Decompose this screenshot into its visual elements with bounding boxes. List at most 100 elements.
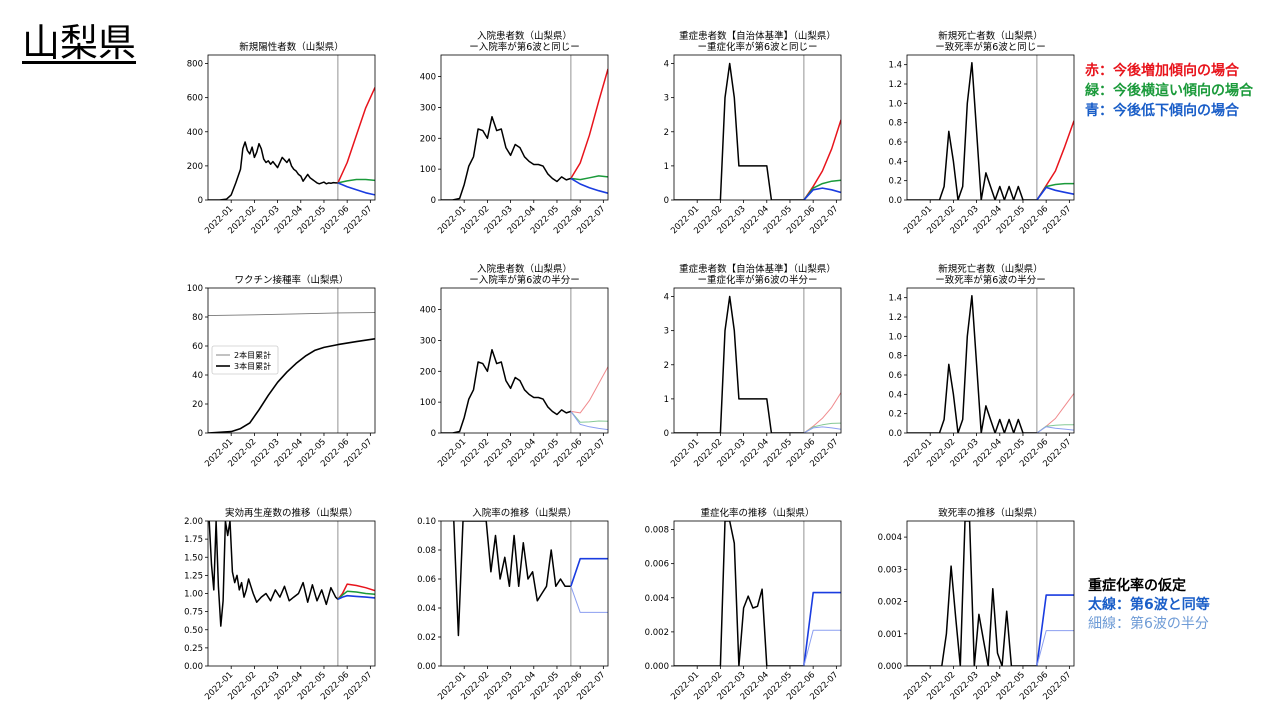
- y-tick-label: 0.25: [184, 644, 203, 654]
- y-tick-label: 0.2: [888, 177, 902, 187]
- chart-title: 重症患者数【自治体基準】（山梨県）: [679, 30, 836, 42]
- y-tick-label: 3: [664, 327, 669, 337]
- chart-title: 重症化率の推移（山梨県）: [700, 507, 814, 519]
- plot-frame: [207, 287, 376, 434]
- legend-red-scenario: 赤：今後増加傾向の場合: [1085, 63, 1239, 79]
- series-red-thin: [1036, 393, 1074, 433]
- series-dose3: [208, 338, 375, 433]
- y-tick-label: 0.08: [417, 546, 436, 556]
- plot-frame: [906, 520, 1075, 667]
- chart-vaccination: ワクチン接種率（山梨県）0204060801002022-012022-0220…: [187, 274, 376, 469]
- series-blue-thin: [803, 629, 841, 666]
- chart-title: 新規死亡者数（山梨県）: [938, 263, 1043, 275]
- series-blue: [337, 182, 375, 196]
- legend-label: 3本目累計: [234, 361, 271, 371]
- y-tick-label: 0.003: [878, 565, 902, 575]
- chart-severe-rate: 重症化率の推移（山梨県）0.0000.0020.0040.0060.008202…: [645, 507, 842, 702]
- y-tick-label: 1.50: [184, 553, 203, 563]
- chart-title: 入院患者数（山梨県）: [477, 263, 572, 275]
- series-blue-thin: [570, 411, 608, 431]
- series-red: [337, 583, 375, 600]
- y-tick-label: 0.75: [184, 608, 203, 618]
- series-observed: [441, 348, 572, 433]
- legend-green-scenario: 緑：今後横這い傾向の場合: [1085, 83, 1253, 99]
- y-tick-label: 0.002: [878, 598, 902, 608]
- y-tick-label: 0.6: [888, 371, 902, 381]
- chart-title: ワクチン接種率（山梨県）: [234, 274, 348, 286]
- chart-title: ー致死率が第6波と同じー: [935, 41, 1046, 53]
- legend-box: [211, 345, 279, 375]
- y-tick-label: 60: [192, 342, 203, 352]
- plot-frame: [906, 287, 1075, 434]
- y-tick-label: 100: [420, 165, 436, 175]
- y-tick-label: 0: [198, 196, 203, 206]
- y-tick-label: 0.04: [417, 604, 436, 614]
- plot-frame: [440, 520, 609, 667]
- y-tick-label: 800: [187, 60, 203, 70]
- y-tick-label: 2.00: [184, 517, 203, 527]
- y-tick-label: 40: [192, 371, 203, 381]
- chart-title: 新規死亡者数（山梨県）: [938, 30, 1043, 42]
- y-tick-label: 1.4: [888, 294, 902, 304]
- y-tick-label: 0.2: [888, 410, 902, 420]
- series-observed: [674, 521, 804, 666]
- plot-frame: [440, 287, 609, 434]
- chart-title: ー入院率が第6波の半分ー: [469, 274, 580, 286]
- series-blue: [570, 177, 608, 194]
- y-tick-label: 400: [187, 128, 203, 138]
- plot-frame: [906, 54, 1075, 201]
- y-tick-label: 0.00: [417, 662, 436, 672]
- y-tick-label: 0.02: [417, 633, 436, 643]
- series-red: [1036, 120, 1074, 200]
- legend-label: 2本目累計: [234, 350, 271, 360]
- series-dose2: [208, 312, 375, 317]
- series-observed: [441, 115, 572, 200]
- assumption-title: 重症化率の仮定: [1088, 578, 1186, 594]
- y-tick-label: 4: [664, 293, 669, 303]
- y-tick-label: 0: [431, 196, 436, 206]
- y-tick-label: 1.0: [888, 332, 902, 342]
- chart-title: ー重症化率が第6波の半分ー: [697, 274, 817, 286]
- series-observed: [907, 521, 1037, 666]
- chart-deaths-same: 新規死亡者数（山梨県）ー致死率が第6波と同じー 0.0 0.2 0.4 0.6 0.8 1.…: [888, 30, 1075, 236]
- y-tick-label: 2: [664, 128, 669, 138]
- series-red: [570, 68, 608, 179]
- y-tick-label: 0: [198, 429, 203, 439]
- page-title: 山梨県: [22, 21, 137, 65]
- y-tick-label: 0.8: [888, 352, 902, 362]
- y-tick-label: 400: [420, 306, 436, 316]
- chart-title: 実効再生産数の推移（山梨県）: [225, 507, 358, 519]
- chart-inpatients-half: 入院患者数（山梨県）ー入院率が第6波の半分ー01002003004002022-…: [420, 263, 609, 469]
- assumption-thick: 太線：第6波と同等: [1088, 597, 1210, 613]
- y-tick-label: 400: [420, 73, 436, 83]
- y-tick-label: 0: [431, 429, 436, 439]
- series-observed: [674, 62, 804, 200]
- chart-title: 致死率の推移（山梨県）: [938, 507, 1043, 519]
- y-tick-label: 1.4: [888, 61, 902, 71]
- y-tick-label: 100: [187, 284, 203, 294]
- series-blue-thin: [1036, 426, 1074, 433]
- series-green: [337, 590, 375, 600]
- y-tick-label: 0.004: [645, 594, 669, 604]
- y-tick-label: 200: [420, 134, 436, 144]
- series-red: [337, 87, 375, 184]
- y-tick-label: 20: [192, 400, 203, 410]
- chart-new-cases: 新規陽性者数（山梨県）02004006008002022-012022-0220…: [187, 41, 376, 236]
- y-tick-label: 1.2: [888, 313, 902, 323]
- y-tick-label: 1: [664, 395, 669, 405]
- series-observed: [907, 61, 1037, 200]
- series-observed: [208, 521, 339, 627]
- plot-frame: [207, 54, 376, 201]
- y-tick-label: 200: [420, 367, 436, 377]
- plot-frame: [207, 520, 376, 667]
- plot-frame: [673, 520, 842, 667]
- series-blue-thin: [1036, 630, 1074, 666]
- series-green: [570, 175, 608, 181]
- y-tick-label: 1.25: [184, 571, 203, 581]
- y-tick-label: 0.002: [645, 628, 669, 638]
- y-tick-label: 0.50: [184, 626, 203, 636]
- y-tick-label: 300: [420, 103, 436, 113]
- chart-reproduction: 実効再生産数の推移（山梨県） 0.00 0.25 0.50 0.75 1.00 1.25 1.…: [184, 507, 376, 702]
- y-tick-label: 0.10: [417, 517, 436, 527]
